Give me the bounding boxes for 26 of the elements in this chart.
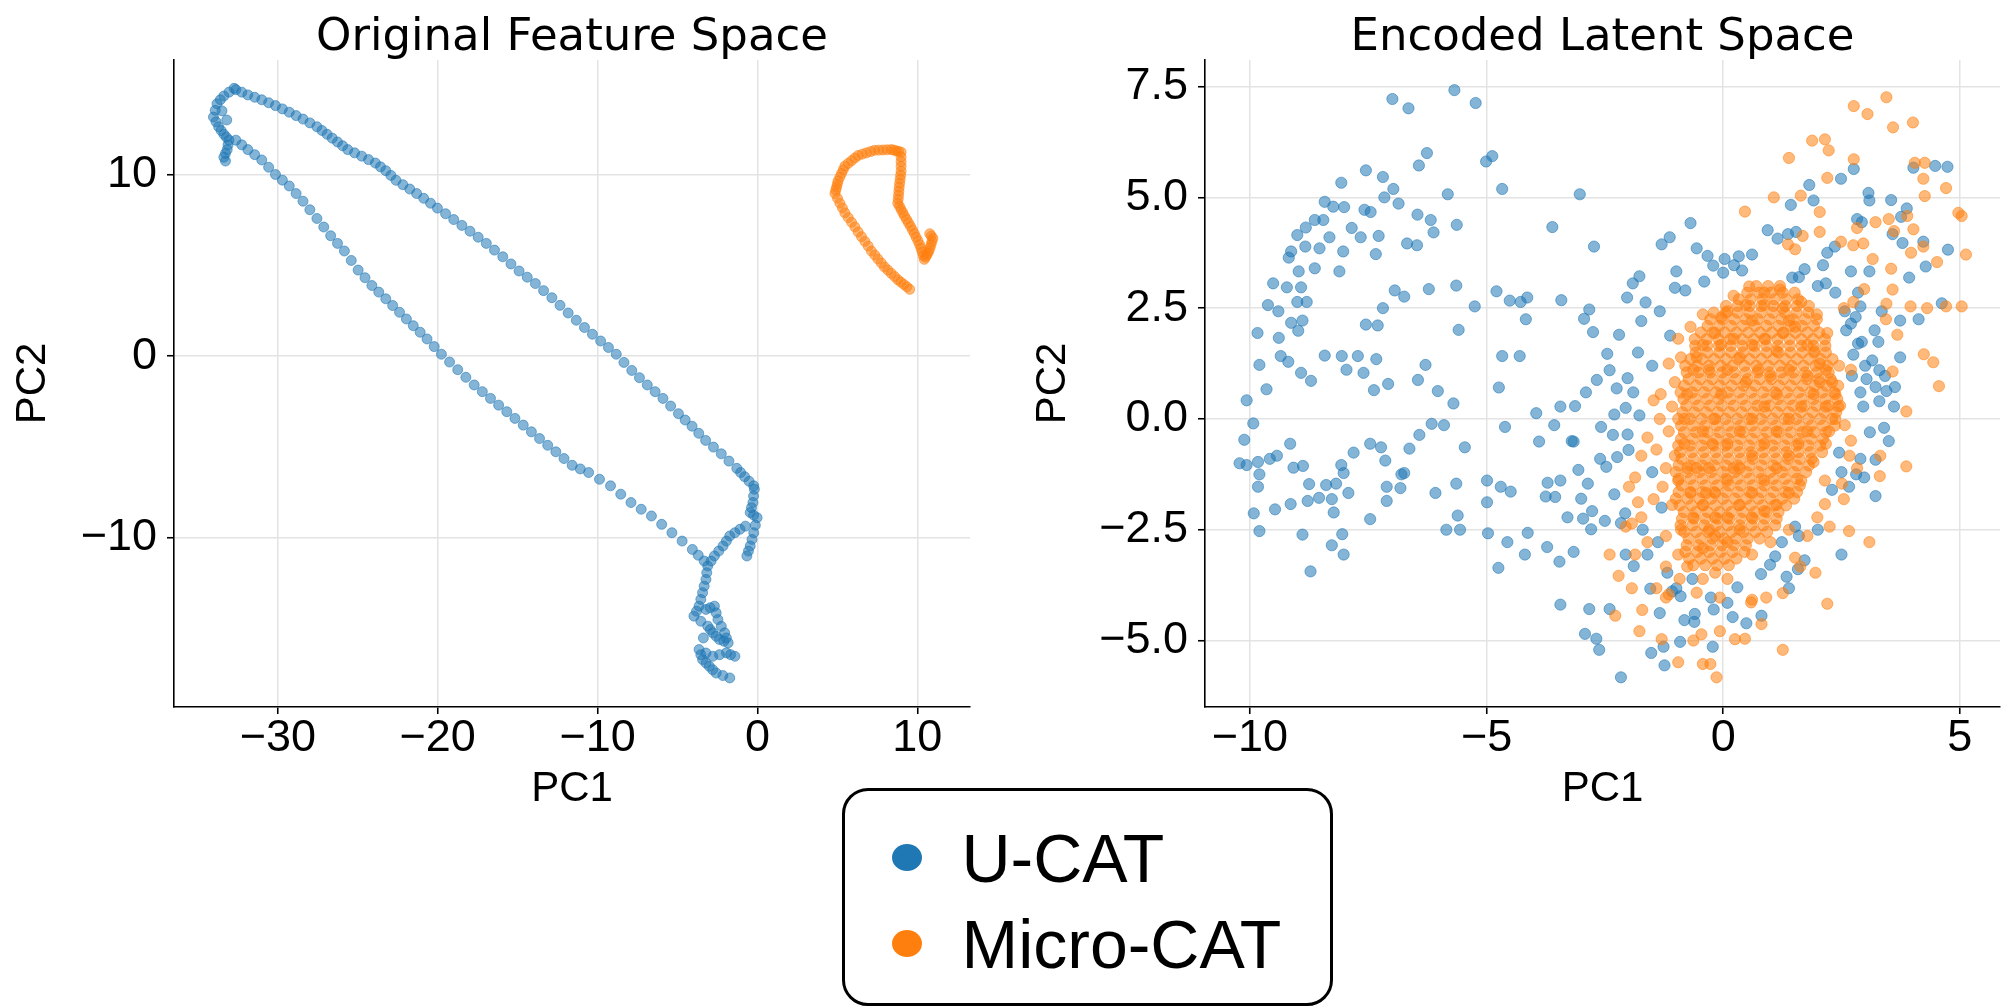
x-tick-label: −10 <box>559 710 636 762</box>
y-tick-label: 10 <box>106 145 157 197</box>
x-tick-label: 0 <box>1710 710 1736 762</box>
y-tick-label: 0.0 <box>1125 390 1188 442</box>
y-axis-title: PC2 <box>1026 342 1074 425</box>
legend-label: U-CAT <box>961 819 1165 898</box>
y-tick-label: 0 <box>131 327 157 379</box>
x-axis-title: PC1 <box>1561 763 1644 811</box>
x-tick-label: −30 <box>239 710 317 762</box>
chart-title: Encoded Latent Space <box>1350 8 1855 61</box>
x-tick-label: 10 <box>892 710 943 762</box>
y-tick-label: 7.5 <box>1125 58 1188 109</box>
x-tick-label: −5 <box>1460 710 1513 762</box>
y-tick-label: −2.5 <box>1099 501 1188 553</box>
x-tick-label: −20 <box>399 710 476 762</box>
y-axis-title: PC2 <box>6 342 54 425</box>
x-tick-label: 5 <box>1947 710 1973 762</box>
y-tick-label: −10 <box>80 509 157 561</box>
y-tick-label: 2.5 <box>1125 279 1188 331</box>
x-tick-label: −10 <box>1211 710 1289 762</box>
x-axis-title: PC1 <box>531 763 613 811</box>
chart-title: Original Feature Space <box>316 8 828 61</box>
legend-label: Micro-CAT <box>961 905 1282 984</box>
y-tick-label: −5.0 <box>1099 611 1188 663</box>
x-tick-label: 0 <box>744 710 770 762</box>
y-tick-label: 5.0 <box>1125 168 1188 220</box>
